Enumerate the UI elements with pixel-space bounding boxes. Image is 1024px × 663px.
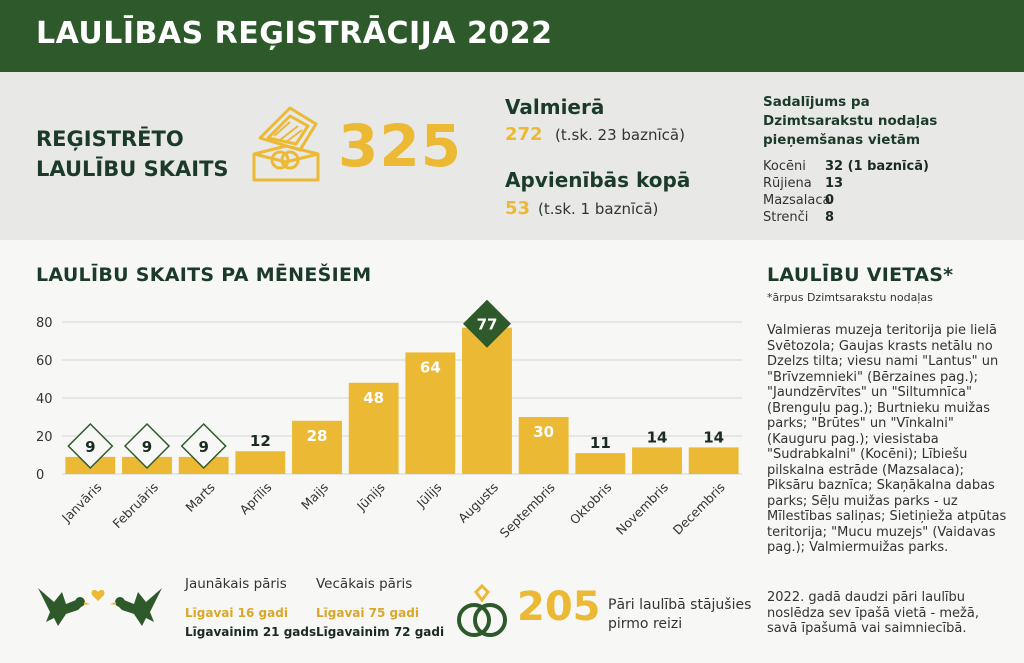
- data-label: 48: [363, 389, 384, 407]
- split-row: Kocēni 32 (1 baznīcā): [763, 158, 929, 175]
- youngest-groom: Līgavainim 21 gads: [185, 625, 317, 639]
- places-text: Valmieras muzeja teritorija pie lielā Sv…: [767, 323, 1007, 555]
- x-tick-label: Aprīlis: [237, 480, 275, 518]
- value-diamond: [463, 299, 511, 348]
- y-tick-label: 80: [36, 316, 53, 331]
- y-tick-label: 60: [36, 354, 53, 369]
- places-note: 2022. gadā daudzi pāri laulību noslēdza …: [767, 590, 979, 636]
- split-row-value: 32 (1 baznīcā): [825, 159, 929, 174]
- x-tick-label: Janvāris: [58, 480, 104, 526]
- data-label: 77: [477, 316, 498, 334]
- first-marriage-label-line2: pirmo reizi: [608, 616, 683, 632]
- oldest-title: Vecākais pāris: [316, 576, 413, 592]
- first-marriage-value: 205: [517, 584, 601, 630]
- x-tick-label: Oktobris: [567, 480, 615, 528]
- bar: [405, 352, 456, 474]
- valmiera-value: 272: [505, 124, 543, 145]
- split-row: Rūjiena 13: [763, 175, 929, 192]
- split-row-name: Mazsalaca: [763, 193, 831, 208]
- municipality-title: Apvienībās kopā: [505, 168, 691, 192]
- value-diamond: [67, 422, 114, 470]
- data-label: 11: [590, 434, 611, 452]
- valmiera-title: Valmierā: [505, 95, 605, 119]
- dove-left-icon: [38, 588, 90, 626]
- split-row: Strenči 8: [763, 209, 929, 226]
- dove-right-icon: [110, 588, 162, 626]
- interlocked-rings-icon: [454, 582, 510, 646]
- value-diamond: [180, 422, 227, 470]
- x-tick-label: Novembris: [613, 480, 671, 538]
- bar: [292, 420, 342, 474]
- total-label-line1: REĢISTRĒTO: [36, 127, 184, 151]
- split-title-line2: Dzimtsarakstu nodaļas: [763, 113, 938, 129]
- bar: [348, 382, 399, 474]
- x-tick-label: Decembris: [670, 480, 728, 538]
- split-row-name: Kocēni: [763, 159, 806, 174]
- split-row-value: 13: [825, 176, 844, 191]
- x-tick-label: Marts: [182, 480, 217, 515]
- header-bar: LAULĪBAS REĢISTRĀCIJA 2022: [0, 0, 1024, 72]
- total-label-line2: LAULĪBU SKAITS: [36, 157, 229, 181]
- split-row: Mazsalaca 0: [763, 192, 929, 209]
- split-title-line1: Sadalījums pa: [763, 94, 870, 110]
- data-label: 9: [85, 438, 95, 456]
- doves-illustration: [36, 578, 166, 638]
- split-table: Kocēni 32 (1 baznīcā) Rūjiena 13 Mazsala…: [763, 158, 929, 226]
- x-tick-label: Augusts: [455, 480, 501, 526]
- bar: [235, 451, 286, 474]
- monthly-chart-title: LAULĪBU SKAITS PA MĒNEŠIEM: [36, 264, 372, 286]
- first-marriage-label: Pāri laulībā stājušies pirmo reizi: [608, 596, 751, 634]
- x-tick-label: Septembris: [497, 480, 558, 541]
- data-label: 14: [647, 428, 668, 446]
- split-row-name: Rūjiena: [763, 176, 812, 191]
- youngest-bride: Līgavai 16 gadi: [185, 606, 288, 620]
- y-tick-label: 0: [36, 468, 44, 483]
- first-marriage-label-line1: Pāri laulībā stājušies: [608, 597, 752, 613]
- bar: [518, 417, 569, 474]
- split-row-value: 8: [825, 210, 835, 225]
- total-value: 325: [338, 112, 463, 180]
- places-title: LAULĪBU VIETAS*: [767, 264, 954, 286]
- monthly-bar-chart: 0 20 40 60 80 9 Janvāris 9 Februāris 9 Marts 12 Aprī…: [0, 299, 760, 574]
- data-label: 9: [198, 438, 208, 456]
- oldest-groom: Līgavainim 72 gadi: [316, 625, 445, 639]
- summary-band: [0, 72, 1024, 240]
- oldest-bride: Līgavai 75 gadi: [316, 606, 419, 620]
- data-label: 9: [142, 438, 152, 456]
- data-label: 12: [250, 432, 271, 450]
- y-tick-label: 40: [36, 392, 53, 407]
- heart-icon: [91, 589, 105, 601]
- municipality-value: 53: [505, 198, 531, 219]
- x-tick-label: Jūlijs: [413, 480, 444, 511]
- x-tick-label: Maijs: [298, 480, 331, 513]
- chart-svg: 0 20 40 60 80 9 Janvāris 9 Februāris 9 Marts 12 Aprī…: [36, 299, 742, 541]
- data-label: 64: [420, 358, 441, 376]
- split-title-line3: pieņemšanas vietām: [763, 132, 921, 148]
- data-label: 14: [703, 428, 724, 446]
- split-row-value: 0: [825, 193, 835, 208]
- bar: [462, 327, 512, 474]
- y-tick-label: 20: [36, 430, 53, 445]
- municipality-note: (t.sk. 1 baznīcā): [538, 200, 659, 218]
- data-label: 30: [533, 423, 554, 441]
- x-tick-label: Februāris: [110, 480, 162, 532]
- bar: [688, 447, 739, 474]
- split-row-name: Strenči: [763, 210, 809, 225]
- data-label: 28: [307, 427, 328, 445]
- x-tick-label: Jūnijs: [353, 480, 388, 515]
- split-title: Sadalījums pa Dzimtsarakstu nodaļas pieņ…: [763, 93, 963, 150]
- page-title: LAULĪBAS REĢISTRĀCIJA 2022: [36, 16, 553, 51]
- bar: [632, 447, 682, 474]
- valmiera-note: (t.sk. 23 baznīcā): [555, 126, 685, 144]
- ring-box-icon: [246, 98, 326, 194]
- places-footnote: *ārpus Dzimtsarakstu nodaļas: [767, 291, 933, 304]
- value-diamond: [123, 422, 171, 470]
- total-label: REĢISTRĒTO LAULĪBU SKAITS: [36, 124, 229, 184]
- bar: [575, 453, 626, 474]
- youngest-title: Jaunākais pāris: [185, 576, 287, 592]
